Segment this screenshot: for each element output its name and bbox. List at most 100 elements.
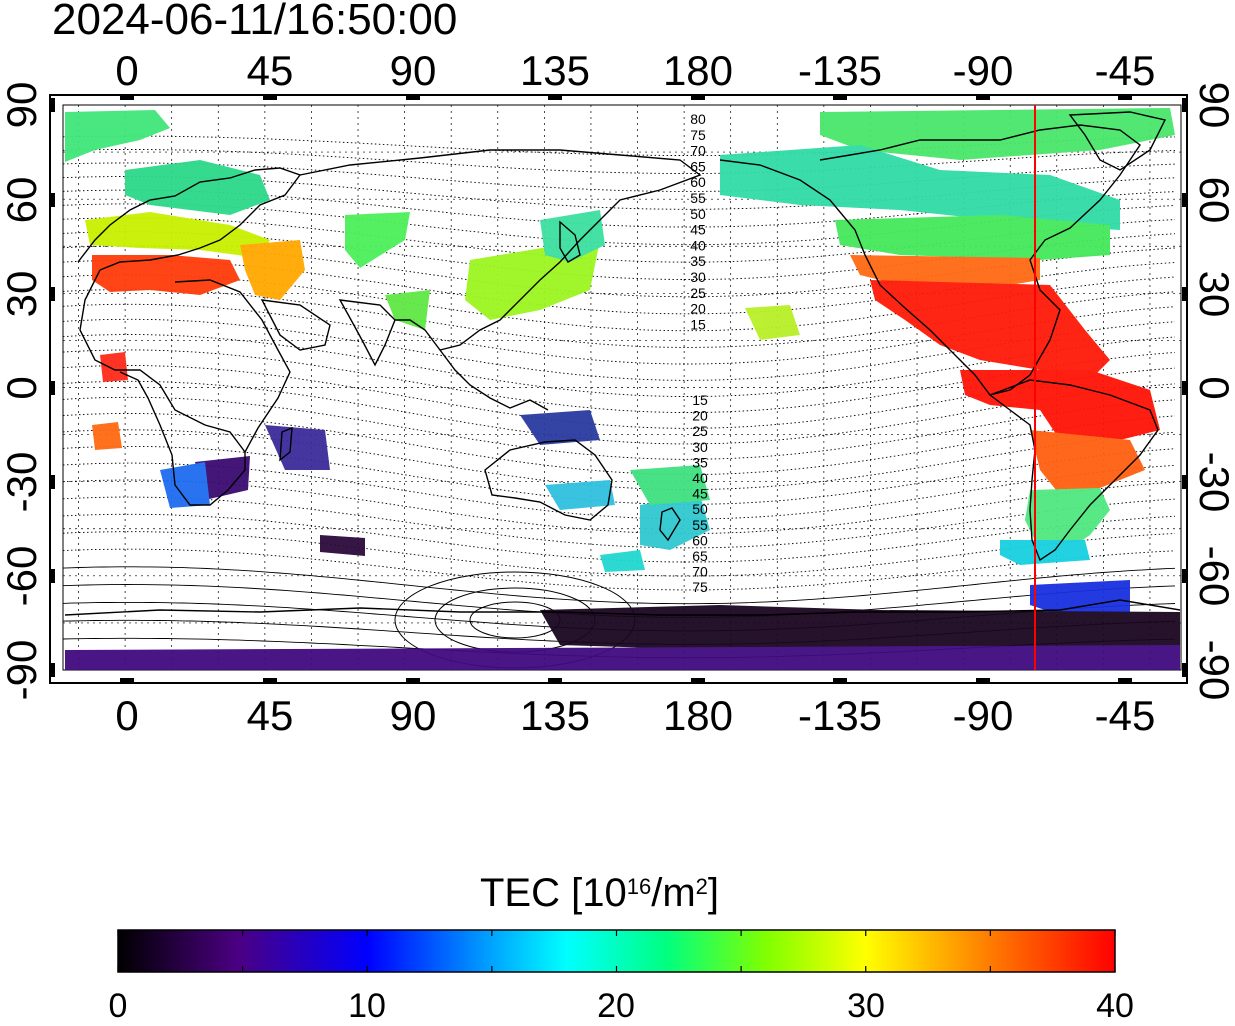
mag-lat-label-north: 20 [690, 301, 706, 317]
coast-north-america [719, 124, 1141, 396]
left-tick [50, 381, 55, 395]
magnetic-contour [63, 334, 1176, 397]
right-tick [1182, 663, 1187, 677]
mag-lat-label-south: 50 [692, 501, 708, 517]
mag-lat-label-south: 35 [692, 454, 708, 470]
colorbar-title-close: ] [707, 871, 720, 915]
mag-lat-label-north: 70 [690, 143, 706, 159]
tec-patch-antarctic-rim [65, 645, 1180, 670]
coast-japan [559, 220, 581, 263]
top-tick [1118, 95, 1132, 100]
coast-new-zealand [659, 507, 681, 542]
colorbar-label-0: 0 [108, 987, 128, 1025]
bottom-tick [976, 678, 990, 683]
magnetic-contour [63, 380, 1176, 445]
tec-data-patches [65, 108, 1180, 670]
tec-patch-pacific-south [630, 465, 710, 505]
top-lon-label: 135 [520, 47, 590, 94]
mag-lat-label-north: 45 [690, 222, 706, 238]
mag-lat-label-north: 50 [690, 206, 706, 222]
tec-patch-arctic-europe [65, 110, 170, 162]
colorbar-title-prefix: TEC [10 [480, 871, 627, 915]
right-tick [1182, 475, 1187, 489]
bottom-tick [691, 678, 705, 683]
mag-lat-label-north: 65 [690, 158, 706, 174]
top-tick [120, 95, 134, 100]
mag-lat-label-south: 55 [692, 517, 708, 533]
right-lat-label: -30 [1191, 452, 1235, 513]
left-lat-label: 60 [0, 177, 45, 224]
left-tick [50, 569, 55, 583]
bottom-lon-label: -90 [953, 692, 1014, 739]
right-lat-label: -90 [1191, 640, 1235, 701]
mag-lat-label-north: 35 [690, 253, 706, 269]
left-tick [50, 193, 55, 207]
right-lat-label: -60 [1191, 546, 1235, 607]
top-lon-label: 0 [115, 47, 138, 94]
magnetic-contour [63, 429, 1176, 490]
left-lat-label: 30 [0, 271, 45, 318]
coast-europe [77, 167, 302, 271]
mag-lat-label-north: 80 [690, 111, 706, 127]
right-lat-label: 30 [1191, 271, 1235, 318]
mag-lat-label-south: 15 [692, 392, 708, 408]
mag-lat-label-south: 60 [692, 532, 708, 548]
coast-africa-east [174, 279, 291, 453]
top-lon-label: -45 [1095, 47, 1156, 94]
left-tick [50, 98, 55, 112]
mag-lat-label-south: 30 [692, 439, 708, 455]
colorbar-title: TEC [1016/m2] [480, 868, 719, 918]
tec-patch-south-africa-east [195, 456, 250, 500]
tec-patch-indian-ocean [320, 535, 365, 556]
left-tick [50, 663, 55, 677]
tec-patch-arctic-canada [820, 108, 1175, 160]
magnetic-contour [63, 203, 1176, 246]
coast-antarctica [64, 599, 1181, 616]
tec-patch-drake [1000, 540, 1090, 565]
colorbar-ticks [117, 930, 1116, 972]
coast-greenland [1068, 111, 1167, 171]
right-lat-label: 90 [1191, 82, 1235, 129]
right-tick [1182, 381, 1187, 395]
left-lat-label: -60 [0, 546, 45, 607]
bottom-tick [1118, 678, 1132, 683]
left-lat-label: -30 [0, 452, 45, 513]
right-lat-label: 60 [1191, 177, 1235, 224]
bottom-tick [406, 678, 420, 683]
magnetic-contour [63, 396, 1176, 460]
mag-lat-label-south: 40 [692, 470, 708, 486]
tec-patch-south-africa [160, 462, 210, 508]
top-tick [548, 95, 562, 100]
bottom-lon-label: 180 [663, 692, 733, 739]
tec-patch-west-africa [100, 352, 128, 382]
bottom-lon-label: 135 [520, 692, 590, 739]
bottom-lon-label: -45 [1095, 692, 1156, 739]
tec-patch-new-zealand [640, 495, 710, 550]
tec-patch-central-america [870, 280, 1110, 380]
magnetic-contour [63, 217, 1176, 263]
left-lat-label: 0 [0, 376, 45, 399]
top-tick [976, 95, 990, 100]
tec-patch-antarctic-peninsula [1030, 580, 1130, 615]
tec-patch-japan [540, 210, 605, 262]
magnetic-contour [63, 566, 1176, 605]
mag-lat-label-south: 70 [692, 564, 708, 580]
tec-patch-australia-east [545, 480, 615, 510]
top-tick [691, 95, 705, 100]
mag-lat-label-north: 55 [690, 190, 706, 206]
tec-patch-middle-east [240, 240, 305, 300]
colorbar-title-exp1: 16 [626, 874, 652, 899]
bottom-tick [548, 678, 562, 683]
bottom-tick [263, 678, 277, 683]
coast-southeast-asia [439, 349, 549, 411]
bottom-tick [833, 678, 847, 683]
right-tick [1182, 569, 1187, 583]
left-tick [50, 287, 55, 301]
mag-lat-label-south: 45 [692, 486, 708, 502]
frame-tick-marks [50, 95, 1187, 683]
tec-patch-mediterranean [92, 255, 240, 295]
coast-india [338, 299, 396, 367]
magnetic-contour [63, 531, 1176, 577]
bottom-lon-label: 45 [247, 692, 294, 739]
left-lat-label: 90 [0, 82, 45, 129]
